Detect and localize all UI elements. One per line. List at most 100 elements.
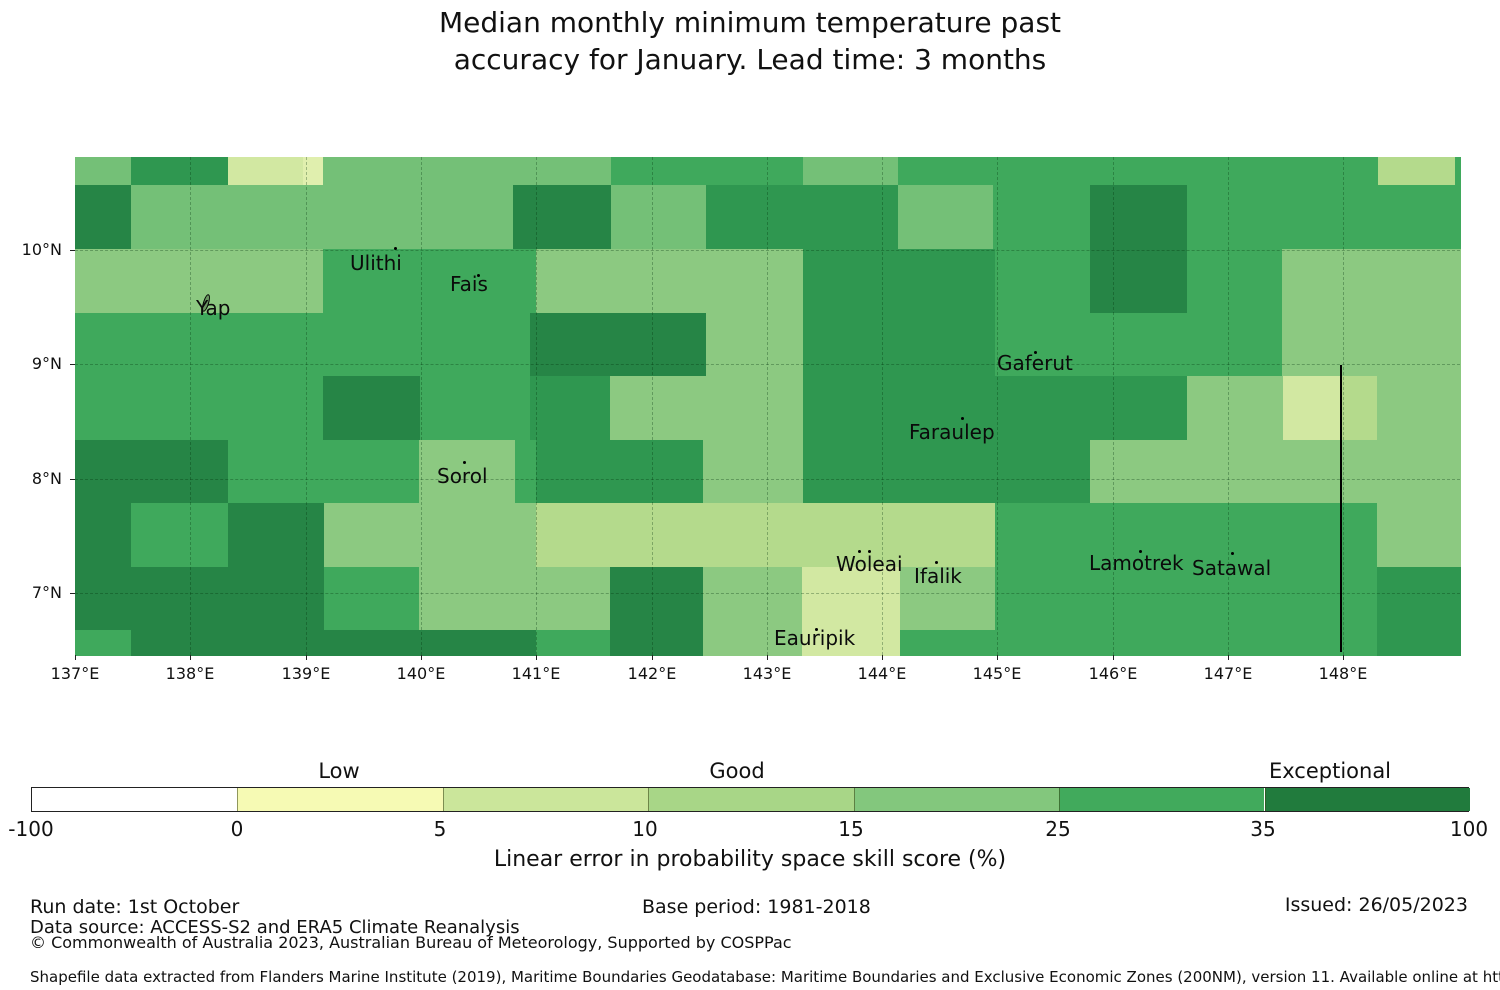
data-source-text: Data source: ACCESS-S2 and ERA5 Climate … [30,917,520,938]
y-axis-label: 10°N [21,240,62,259]
island-marker-woleai [858,550,861,553]
x-axis-tick [882,655,883,660]
map-cell [900,630,1378,656]
map-cell [131,630,537,656]
copyright-text: © Commonwealth of Australia 2023, Austra… [30,933,792,952]
map-cell [75,376,324,441]
run-date-text: Run date: 1st October [30,896,240,918]
map-cell [75,157,132,186]
colorbar-band-label: Good [709,759,765,783]
map-cell [228,440,420,504]
map-cell [1090,249,1188,314]
map-cell [1282,249,1461,314]
colorbar [31,787,1470,812]
longitude-gridline [882,157,883,655]
map-cell [75,503,132,568]
island-marker-sorol [463,461,466,464]
map-cell [530,313,707,377]
x-axis-label: 142°E [627,664,677,683]
map-cell [1377,567,1461,631]
map-cell [703,630,803,656]
map-cell [1455,157,1461,186]
x-axis-label: 145°E [972,664,1022,683]
colorbar-tick-label: 10 [632,817,658,841]
map-cell [75,630,132,656]
x-axis-label: 139°E [281,664,331,683]
map-cell [324,503,537,568]
longitude-gridline [306,157,307,655]
map-cell [610,567,704,631]
x-axis-tick [1113,655,1114,660]
chart-title-line1: Median monthly minimum temperature past [438,6,1062,39]
map-cell [611,157,804,186]
x-axis-tick [421,655,422,660]
x-axis-label: 144°E [857,664,907,683]
x-axis-label: 137°E [50,664,100,683]
map-cell [803,157,899,186]
map-cell [1378,157,1456,186]
map-cell [75,440,229,504]
map-cell [131,185,514,250]
map-cell [703,440,804,504]
map-cell [900,567,996,631]
map-cell [419,440,516,504]
colorbar-tick-label: -100 [8,817,54,841]
x-axis-tick [190,655,191,660]
map-cell [1377,376,1461,441]
y-axis-tick [70,593,75,594]
longitude-gridline [652,157,653,655]
colorbar-tick-label: 100 [1449,817,1489,841]
island-label-eauripik: Eauripik [774,626,856,650]
map-cell [536,440,704,504]
map-cell [993,185,1091,250]
map-cell [131,157,229,186]
map-cell [323,249,537,314]
x-axis-tick [536,655,537,660]
colorbar-bin [853,788,1060,811]
map-cell [75,185,132,250]
issued-text: Issued: 26/05/2023 [1284,894,1468,916]
x-axis-tick [75,655,76,660]
map-cell [323,376,421,441]
map-cell [1187,376,1284,441]
island-label-satawal: Satawal [1192,556,1272,580]
shapefile-attribution-text: Shapefile data extracted from Flanders M… [30,968,1500,986]
map-cell [703,567,803,631]
colorbar-tick-label: 0 [230,817,244,841]
map-cell [610,630,704,656]
map-cell [536,630,611,656]
colorbar-title: Linear error in probability space skill … [493,847,1007,872]
map-cell [1340,376,1378,441]
island-label-fais: Fais [450,272,488,296]
map-cell [995,249,1091,314]
map-cell [995,503,1378,568]
longitude-gridline [997,157,998,655]
x-axis-label: 141°E [511,664,561,683]
map-cell [1090,440,1461,504]
map-cell [228,503,325,568]
map-cell [706,313,804,377]
island-marker-gaferut [1034,351,1037,354]
base-period-text: Base period: 1981-2018 [642,896,871,918]
map-cell [995,567,1378,631]
x-axis-tick [767,655,768,660]
island-label-ulithi: Ulithi [350,251,402,275]
y-axis-label: 7°N [31,583,62,602]
x-axis-label: 140°E [396,664,446,683]
x-axis-label: 148°E [1318,664,1368,683]
latitude-gridline [75,250,1460,251]
colorbar-band-label: Exceptional [1268,759,1392,783]
island-marker-eauripik [815,628,818,631]
longitude-gridline [1228,157,1229,655]
y-axis-tick [70,364,75,365]
chart-title-line2: accuracy for January. Lead time: 3 month… [453,43,1047,76]
map-cell [324,567,420,631]
map-cell [75,567,325,631]
map-cell [1377,630,1461,656]
colorbar-tick-label: 15 [838,817,864,841]
island-marker-satawal [1231,552,1234,555]
latitude-gridline [75,364,1460,365]
